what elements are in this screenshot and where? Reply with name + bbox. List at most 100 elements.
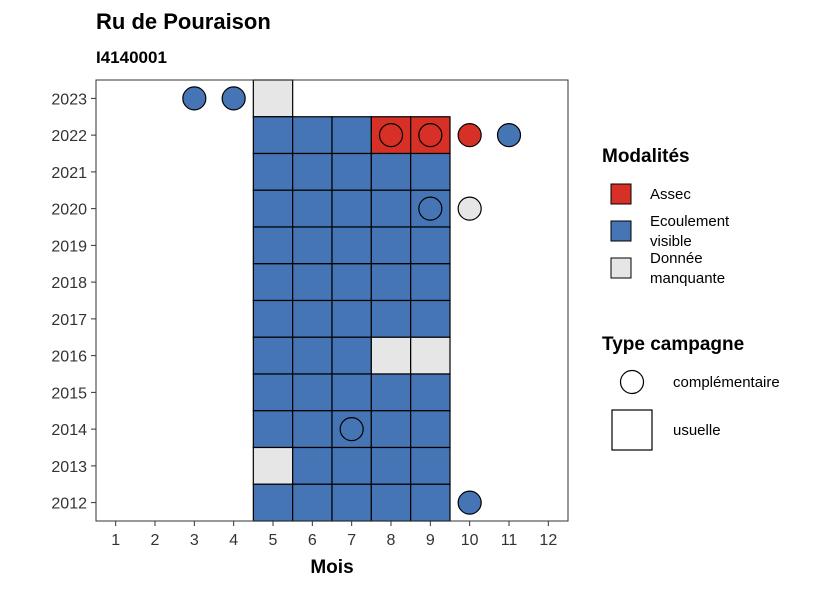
y-tick-label-2021: 2021 (51, 165, 87, 182)
point-2012-10 (457, 490, 482, 515)
x-tick-label-3: 3 (190, 532, 199, 549)
y-tick-label-2022: 2022 (51, 128, 87, 145)
tile-2018-7 (331, 263, 372, 302)
tile-2020-8 (370, 189, 412, 228)
point-2022-11 (496, 123, 522, 148)
y-tick-label-2017: 2017 (51, 312, 87, 329)
tile-2013-7 (331, 446, 372, 485)
tile-2017-6 (292, 299, 333, 338)
tile-2013-9 (410, 446, 451, 485)
point-2020-9 (418, 196, 443, 221)
tile-2016-9 (410, 336, 451, 375)
y-axis: 2012 2013 2014 2015 2016 2017 2018 2019 2020 2021… (51, 91, 96, 513)
tile-2020-6 (292, 189, 333, 228)
x-tick-label-4: 4 (229, 532, 238, 549)
point-2022-8 (378, 123, 404, 148)
y-tick-label-2015: 2015 (51, 385, 87, 402)
x-tick-label-5: 5 (269, 532, 278, 549)
y-tick-label-2023: 2023 (51, 91, 87, 108)
tile-2020-5 (252, 189, 294, 228)
tile-2018-5 (252, 263, 294, 302)
chart-subtitle: I4140001 (96, 48, 167, 67)
y-tick-label-2014: 2014 (51, 422, 87, 439)
tile-2022-6 (292, 116, 333, 155)
legend-type-title: Type campagne (602, 334, 744, 355)
y-tick-label-2016: 2016 (51, 349, 87, 366)
tile-2014-8 (370, 410, 412, 449)
tile-2015-9 (410, 373, 451, 412)
tile-2020-7 (331, 189, 372, 228)
tile-2013-8 (370, 446, 412, 485)
tile-2021-6 (292, 152, 333, 191)
tile-2018-6 (292, 263, 333, 302)
tile-2016-8 (370, 336, 412, 375)
legend-label-circle: complémentaire (673, 374, 780, 391)
tile-2013-6 (292, 446, 333, 485)
tile-2019-9 (410, 226, 451, 265)
tile-2012-6 (292, 483, 333, 522)
tile-2017-8 (370, 299, 412, 338)
x-tick-label-8: 8 (387, 532, 396, 549)
legend-key-assec (610, 183, 632, 205)
point-2022-10 (457, 123, 482, 148)
x-tick-label-12: 12 (539, 532, 557, 549)
tile-2014-5 (252, 410, 294, 449)
tile-2017-5 (252, 299, 294, 338)
tile-2012-8 (370, 483, 412, 522)
legend-label-ecoulement-0: Ecoulement (650, 213, 730, 230)
tile-2016-7 (331, 336, 372, 375)
tile-2015-6 (292, 373, 333, 412)
tile-2021-7 (331, 152, 372, 191)
tile-2015-8 (370, 373, 412, 412)
x-tick-label-10: 10 (461, 532, 479, 549)
legend-key-ecoulement (610, 220, 632, 242)
y-tick-label-2012: 2012 (51, 496, 87, 513)
y-tick-label-2020: 2020 (51, 202, 87, 219)
tile-2015-7 (331, 373, 372, 412)
tile-2019-6 (292, 226, 333, 265)
tile-2021-9 (410, 152, 451, 191)
tile-2012-7 (331, 483, 372, 522)
y-tick-label-2019: 2019 (51, 238, 87, 255)
tile-2019-7 (331, 226, 372, 265)
tile-2018-8 (370, 263, 412, 302)
tile-2022-7 (331, 116, 372, 155)
x-tick-label-9: 9 (426, 532, 435, 549)
x-tick-label-7: 7 (347, 532, 356, 549)
tile-2014-6 (292, 410, 333, 449)
y-tick-label-2013: 2013 (51, 459, 87, 476)
legend-key-complementaire (619, 369, 645, 395)
points-layer (182, 86, 522, 515)
tile-2022-5 (252, 116, 294, 155)
legend-label-manquante-1: manquante (650, 270, 725, 287)
x-tick-label-2: 2 (151, 532, 160, 549)
tile-2021-5 (252, 152, 294, 191)
tile-2023-5 (252, 79, 294, 118)
x-axis-title: Mois (310, 557, 353, 578)
legend-type-campagne: Type campagne complémentaire usuelle (602, 334, 780, 451)
legend-label-assec-0: Assec (650, 186, 691, 203)
tile-2012-9 (410, 483, 451, 522)
tile-2019-8 (370, 226, 412, 265)
legend-label-ecoulement-1: visible (650, 233, 692, 250)
tile-2016-5 (252, 336, 294, 375)
legend-modalites-title: Modalités (602, 146, 690, 167)
chart-title: Ru de Pouraison (96, 9, 271, 34)
tile-2013-5 (252, 446, 294, 485)
point-2023-3 (182, 86, 207, 111)
y-tick-label-2018: 2018 (51, 275, 87, 292)
plot-border (95, 79, 569, 522)
legend-key-usuelle (611, 409, 653, 451)
legend-label-manquante-0: Donnée (650, 250, 703, 267)
x-tick-label-11: 11 (501, 532, 518, 549)
x-tick-label-1: 1 (111, 532, 120, 549)
tile-2021-8 (370, 152, 412, 191)
tile-2015-5 (252, 373, 294, 412)
tile-2017-9 (410, 299, 451, 338)
tile-2016-6 (292, 336, 333, 375)
point-2023-4 (221, 86, 246, 111)
tile-2018-9 (410, 263, 451, 302)
tile-2017-7 (331, 299, 372, 338)
